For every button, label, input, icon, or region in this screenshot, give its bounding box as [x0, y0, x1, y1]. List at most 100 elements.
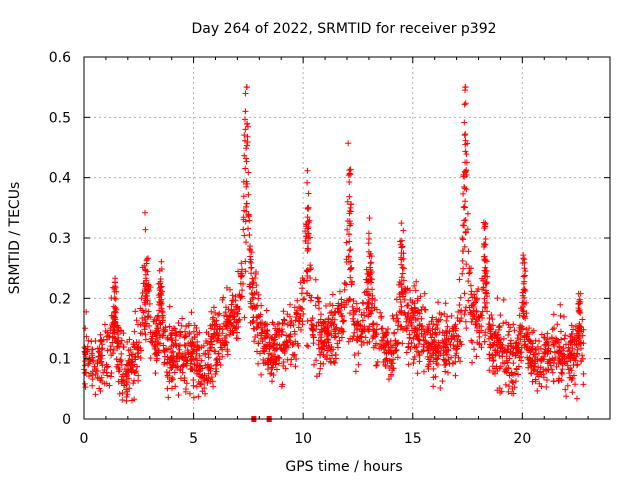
- data-point: [365, 278, 372, 285]
- data-point: [304, 205, 311, 212]
- data-point: [558, 377, 565, 384]
- data-point: [147, 338, 154, 345]
- data-point: [362, 334, 369, 341]
- data-point: [370, 333, 377, 340]
- data-point: [265, 355, 272, 362]
- data-point: [83, 348, 90, 355]
- data-point: [506, 328, 513, 335]
- data-point: [520, 252, 527, 259]
- data-point: [158, 258, 165, 265]
- data-point: [540, 374, 547, 381]
- data-point: [182, 388, 189, 395]
- data-point: [155, 325, 162, 332]
- data-point: [398, 220, 405, 227]
- data-point: [219, 296, 226, 303]
- data-point: [497, 389, 504, 396]
- data-point: [237, 272, 244, 279]
- data-point: [472, 321, 479, 328]
- data-point: [131, 328, 138, 335]
- data-point: [486, 367, 493, 374]
- data-point: [330, 359, 337, 366]
- data-point: [212, 322, 219, 329]
- data-point: [183, 323, 190, 330]
- data-point: [410, 360, 417, 367]
- data-point: [158, 296, 165, 303]
- data-point: [392, 337, 399, 344]
- data-point: [267, 351, 274, 358]
- data-point: [468, 291, 475, 298]
- data-point: [249, 318, 256, 325]
- data-point: [450, 327, 457, 334]
- data-point: [281, 348, 288, 355]
- data-point: [444, 323, 451, 330]
- data-point: [516, 312, 523, 319]
- data-point: [580, 381, 587, 388]
- data-point: [561, 335, 568, 342]
- data-point: [491, 370, 498, 377]
- data-point: [203, 329, 210, 336]
- data-point: [383, 332, 390, 339]
- data-point: [155, 312, 162, 319]
- data-point: [212, 365, 219, 372]
- data-point: [351, 329, 358, 336]
- data-point: [460, 222, 467, 229]
- data-point: [103, 364, 110, 371]
- y-tick-label: 0.1: [49, 352, 71, 368]
- data-point: [366, 264, 373, 271]
- data-point: [341, 286, 348, 293]
- data-point: [434, 361, 441, 368]
- data-point: [168, 365, 175, 372]
- data-point: [85, 361, 92, 368]
- data-point: [423, 339, 430, 346]
- data-point: [130, 367, 137, 374]
- data-point: [412, 317, 419, 324]
- data-point: [166, 359, 173, 366]
- data-point: [397, 323, 404, 330]
- data-point: [482, 287, 489, 294]
- data-point: [313, 373, 320, 380]
- data-point: [245, 169, 252, 176]
- data-point: [536, 380, 543, 387]
- data-point: [263, 307, 270, 314]
- data-point: [413, 278, 420, 285]
- data-point: [258, 371, 265, 378]
- data-point: [156, 334, 163, 341]
- data-point: [473, 316, 480, 323]
- data-point: [166, 369, 173, 376]
- data-point: [569, 330, 576, 337]
- data-point: [104, 372, 111, 379]
- data-point: [216, 310, 223, 317]
- data-point: [304, 318, 311, 325]
- data-point: [339, 318, 346, 325]
- data-point: [550, 311, 557, 318]
- data-point: [205, 364, 212, 371]
- data-point: [528, 370, 535, 377]
- data-point: [386, 347, 393, 354]
- data-point: [252, 305, 259, 312]
- data-point: [414, 331, 421, 338]
- data-point: [410, 335, 417, 342]
- data-point: [254, 348, 261, 355]
- data-point: [191, 334, 198, 341]
- data-point: [89, 382, 96, 389]
- data-point: [543, 341, 550, 348]
- data-point: [347, 266, 354, 273]
- data-point: [320, 360, 327, 367]
- data-point: [134, 363, 141, 370]
- data-point: [108, 370, 115, 377]
- data-point: [521, 301, 528, 308]
- data-point: [575, 300, 582, 307]
- data-point: [549, 369, 556, 376]
- data-point: [577, 339, 584, 346]
- data-point: [270, 337, 277, 344]
- data-point: [456, 276, 463, 283]
- data-point: [142, 209, 148, 216]
- data-point: [424, 347, 431, 354]
- data-point: [199, 372, 206, 379]
- data-point: [510, 360, 517, 367]
- data-point: [188, 343, 195, 350]
- data-point: [462, 318, 469, 325]
- data-point: [481, 299, 488, 306]
- data-point: [511, 327, 518, 334]
